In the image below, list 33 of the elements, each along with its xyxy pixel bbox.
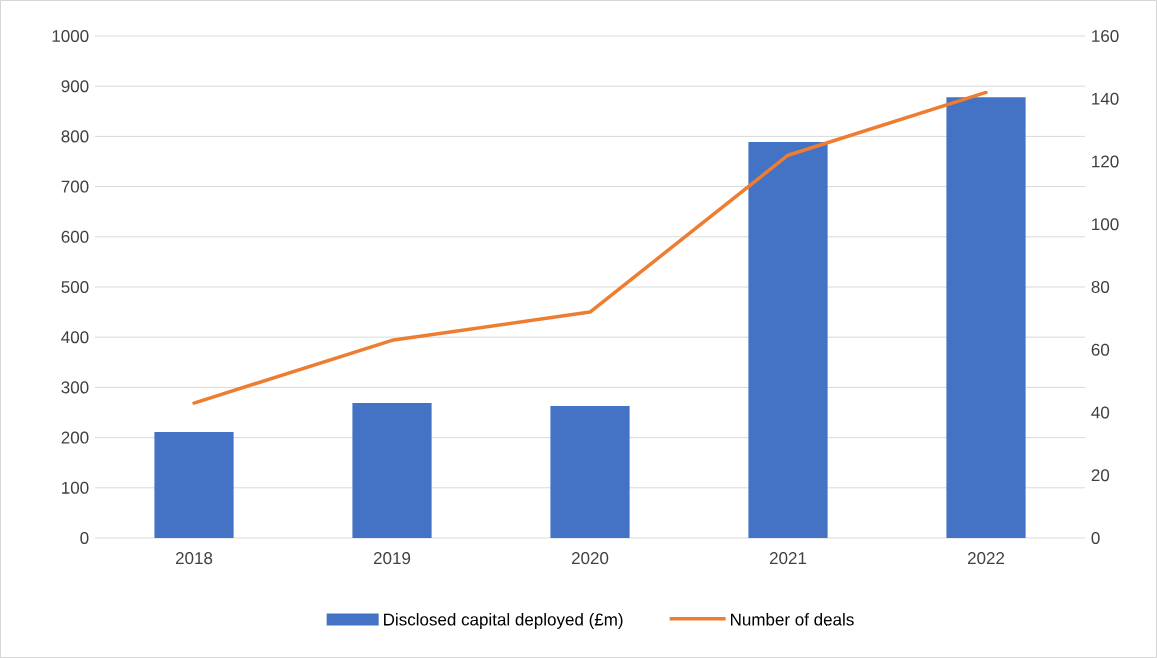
y2-tick-label: 100 [1092,218,1119,231]
x-tick-label: 2022 [967,552,1005,565]
bar [550,405,630,538]
x-tick-label: 2020 [571,552,609,565]
bar [154,432,234,538]
y2-tick-label: 40 [1091,406,1110,419]
y-tick-label: 500 [61,280,89,294]
x-tick-label: 2021 [769,552,807,565]
legend-label: Disclosed capital deployed (£m) [384,613,623,629]
legend-label: Number of deals [731,613,854,626]
y2-tick-label: 160 [1092,29,1119,43]
x-tick-label: 2018 [175,552,213,565]
line-series [192,90,988,405]
y2-tick-label: 80 [1091,280,1110,294]
y-tick-label: 400 [61,331,89,344]
y-tick-label: 700 [61,180,89,193]
y-tick-label: 100 [62,481,89,494]
y2-tick-label: 120 [1092,155,1119,168]
y2-tick-label: 60 [1091,343,1110,356]
y-tick-label: 1000 [52,29,89,43]
x-tick-label: 2019 [373,552,411,565]
bar [352,402,432,538]
y-tick-label: 300 [61,381,89,394]
bar [748,141,828,538]
y-tick-label: 900 [61,80,89,93]
y-tick-label: 800 [61,130,89,143]
y-tick-label: 200 [61,431,89,444]
y2-tick-label: 140 [1092,92,1119,105]
y-tick-label: 0 [80,531,89,545]
y2-tick-label: 20 [1091,469,1110,482]
y-tick-label: 600 [61,230,89,243]
bar [946,97,1026,538]
y2-tick-label: 0 [1091,531,1100,545]
